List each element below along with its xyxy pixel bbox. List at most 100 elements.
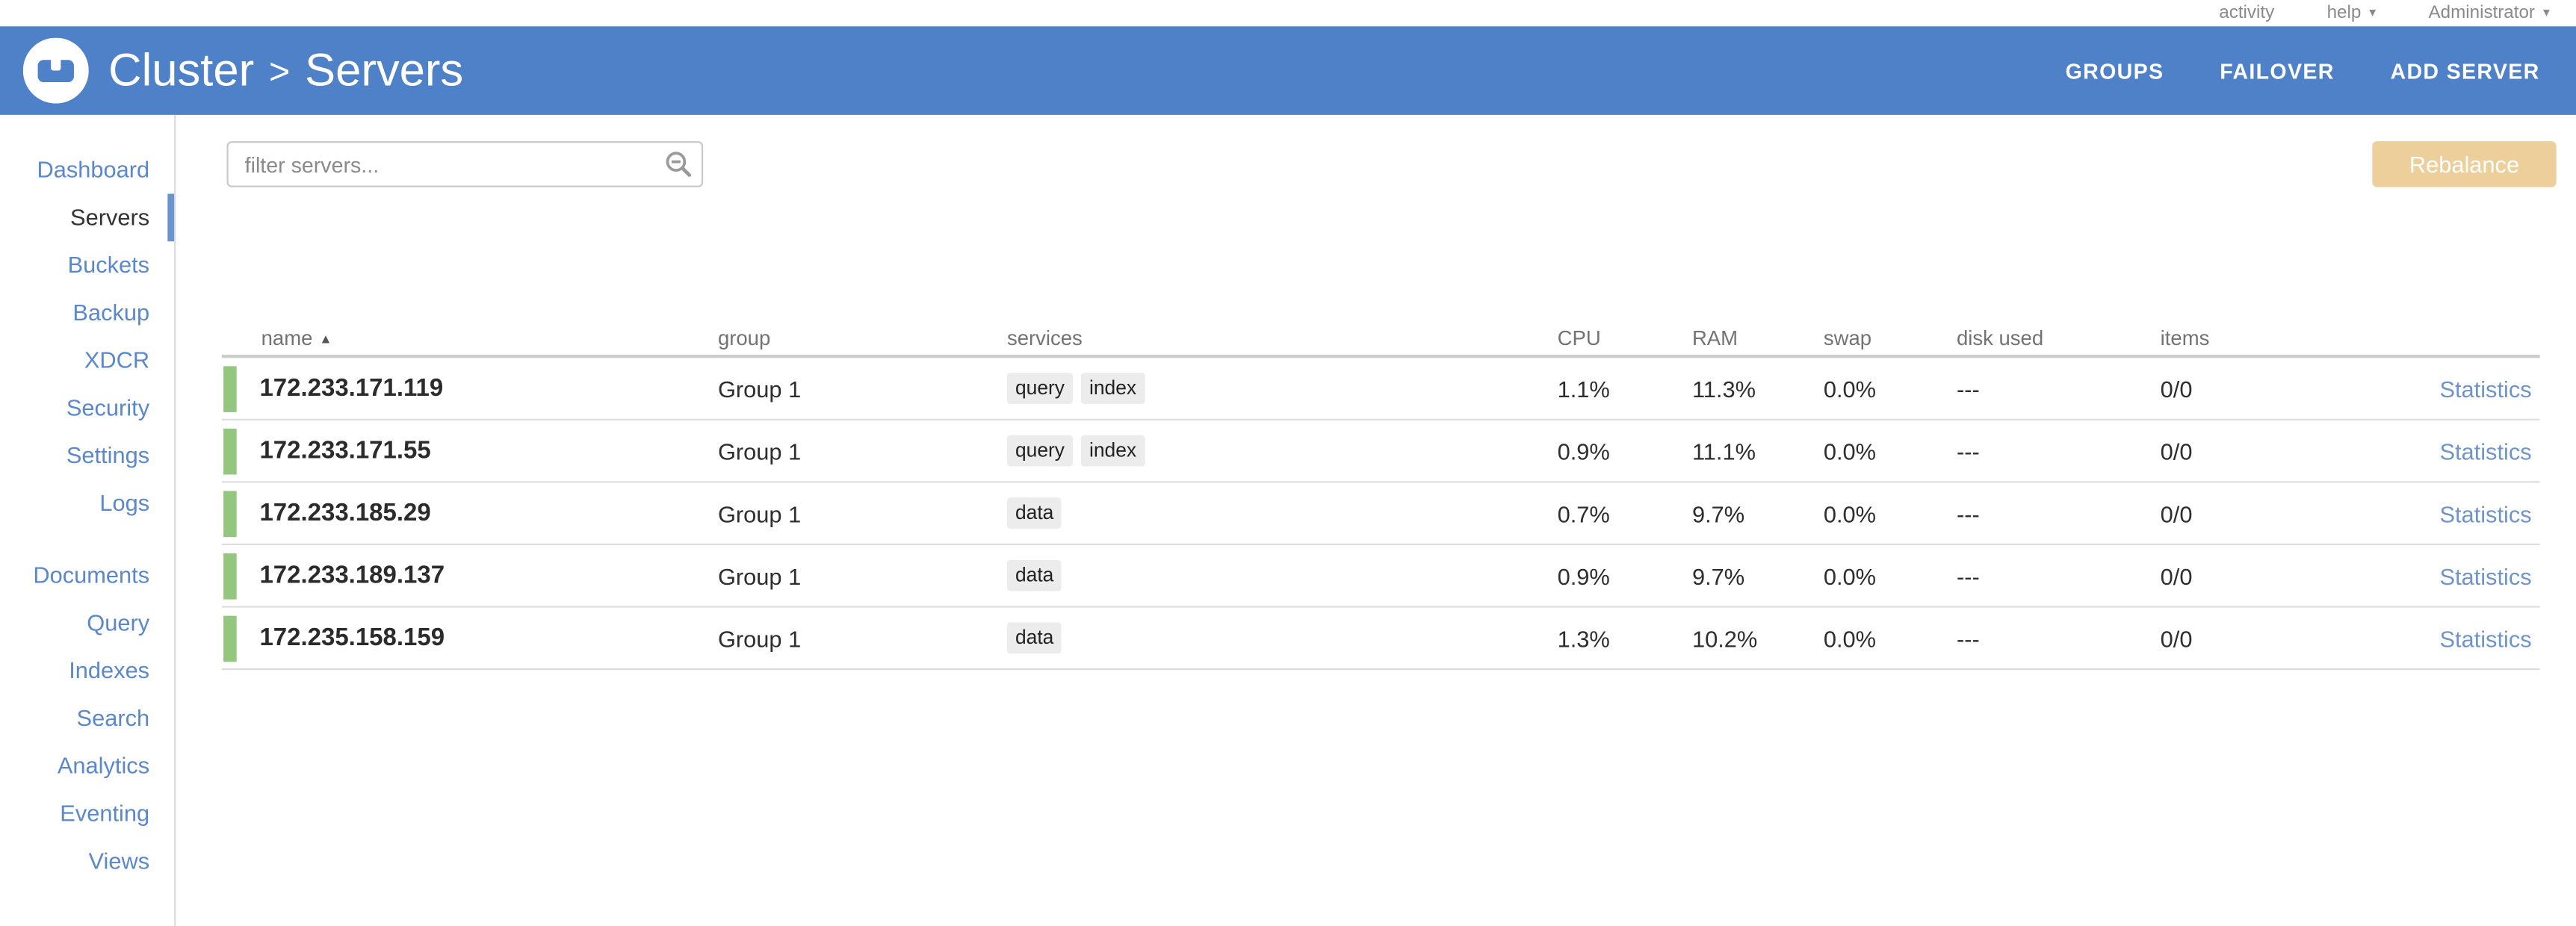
table-row: 172.233.185.29 Group 1 data 0.7% 9.7% 0.0% ---… — [221, 483, 2540, 546]
server-name-cell: 172.233.189.137 — [222, 545, 718, 606]
page-title: Cluster > Servers — [108, 44, 463, 96]
sort-asc-icon: ▲ — [319, 332, 332, 347]
column-header-items[interactable]: items — [2161, 327, 2309, 350]
table-body: 172.233.171.119 Group 1 query index 1.1% 11.3… — [221, 358, 2540, 671]
statistics-cell: Statistics — [2309, 500, 2540, 526]
sidebar-group-1: Dashboard Servers Buckets Backup XDCR Securit… — [0, 146, 175, 527]
sidebar-item-documents[interactable]: Documents — [33, 562, 150, 588]
sidebar-group-2: Documents Query Indexes Search Analytics Even… — [0, 552, 174, 885]
items-value: 0/0 — [2160, 375, 2193, 402]
account-strip: activity help ▾ Administrator ▾ — [0, 0, 2576, 27]
column-header-label: name — [261, 326, 313, 350]
sidebar-item-logs[interactable]: Logs — [99, 489, 150, 516]
groups-button[interactable]: GROUPS — [2065, 58, 2164, 84]
service-badge-data: data — [1006, 497, 1062, 529]
server-services: data — [1006, 497, 1558, 529]
items-value: 0/0 — [2160, 438, 2193, 464]
sidebar-item-eventing[interactable]: Eventing — [60, 799, 150, 827]
column-header-cpu[interactable]: CPU — [1558, 327, 1692, 350]
statistics-link[interactable]: Statistics — [2439, 624, 2532, 651]
service-badge-query: query — [1006, 435, 1074, 467]
topbar-link-activity[interactable]: activity — [2219, 3, 2274, 22]
column-header-services[interactable]: services — [1007, 327, 1558, 350]
server-group: Group 1 — [717, 500, 802, 526]
app-header: Cluster > Servers GROUPS FAILOVER ADD SERV… — [0, 26, 2576, 115]
service-badge-index: index — [1080, 435, 1145, 467]
table-header-row: name ▲ group services CPU RAM swap disk used ite… — [221, 322, 2540, 358]
sidebar-item-analytics[interactable]: Analytics — [57, 752, 150, 779]
server-services: data — [1006, 559, 1558, 592]
topbar-link-label: Administrator — [2428, 3, 2535, 23]
disk-used-value: --- — [1956, 375, 1980, 402]
swap-value: 0.0% — [1823, 438, 1877, 464]
server-health-indicator — [223, 427, 237, 474]
sidebar-item-search[interactable]: Search — [76, 704, 150, 731]
column-header-disk-used[interactable]: disk used — [1957, 327, 2161, 350]
column-header-label: disk used — [1956, 326, 2044, 350]
topbar-link-administrator[interactable]: Administrator ▾ — [2429, 3, 2550, 22]
sidebar-item-dashboard[interactable]: Dashboard — [37, 155, 150, 183]
swap-value: 0.0% — [1823, 562, 1877, 589]
statistics-link[interactable]: Statistics — [2439, 438, 2532, 464]
server-health-indicator — [223, 552, 237, 599]
server-health-indicator — [223, 615, 237, 662]
sidebar-item-buckets[interactable]: Buckets — [67, 251, 150, 278]
breadcrumb-separator: > — [268, 51, 291, 93]
header-nav: GROUPS FAILOVER ADD SERVER — [2066, 58, 2540, 83]
server-name: 172.233.189.137 — [259, 562, 445, 590]
body: Dashboard Servers Buckets Backup XDCR Securit… — [0, 114, 2576, 926]
disk-used-value: --- — [1956, 562, 1980, 589]
topbar-link-help[interactable]: help ▾ — [2327, 3, 2377, 22]
sidebar-item-settings[interactable]: Settings — [66, 441, 150, 468]
column-header-name[interactable]: name ▲ — [222, 327, 718, 350]
caret-down-icon: ▾ — [2542, 4, 2550, 20]
sidebar-item-servers[interactable]: Servers — [0, 193, 175, 242]
statistics-cell: Statistics — [2309, 562, 2540, 588]
server-services: query index — [1006, 435, 1558, 467]
items-value: 0/0 — [2160, 624, 2193, 651]
server-name: 172.233.185.29 — [259, 499, 431, 527]
sidebar-item-xdcr[interactable]: XDCR — [84, 346, 150, 373]
add-server-button[interactable]: ADD SERVER — [2390, 58, 2540, 84]
server-name: 172.233.171.55 — [259, 436, 431, 465]
column-header-label: RAM — [1691, 326, 1739, 350]
column-header-ram[interactable]: RAM — [1692, 327, 1824, 350]
server-group: Group 1 — [717, 438, 802, 464]
server-group: Group 1 — [717, 624, 802, 651]
column-header-label: items — [2160, 326, 2210, 350]
server-name: 172.233.171.119 — [259, 374, 444, 403]
sidebar-item-query[interactable]: Query — [87, 609, 150, 636]
servers-table: name ▲ group services CPU RAM swap disk used ite… — [221, 322, 2540, 671]
column-header-label: services — [1006, 326, 1083, 350]
cpu-value: 1.1% — [1557, 375, 1610, 402]
rebalance-button[interactable]: Rebalance — [2372, 141, 2557, 187]
disk-used-value: --- — [1956, 438, 1980, 464]
statistics-link[interactable]: Statistics — [2439, 562, 2532, 589]
disk-used-value: --- — [1956, 624, 1980, 651]
search-icon — [663, 149, 693, 179]
sidebar: Dashboard Servers Buckets Backup XDCR Securit… — [0, 114, 176, 926]
sidebar-item-indexes[interactable]: Indexes — [69, 656, 150, 683]
topbar-link-label: help — [2326, 3, 2362, 23]
service-badge-query: query — [1006, 372, 1074, 405]
statistics-link[interactable]: Statistics — [2439, 500, 2532, 526]
breadcrumb-cluster: Cluster — [108, 44, 255, 96]
swap-value: 0.0% — [1823, 500, 1877, 526]
column-header-swap[interactable]: swap — [1824, 327, 1957, 350]
sidebar-item-backup[interactable]: Backup — [72, 299, 150, 326]
sidebar-item-views[interactable]: Views — [88, 847, 150, 874]
statistics-cell: Statistics — [2309, 438, 2540, 464]
ram-value: 11.1% — [1691, 438, 1756, 464]
swap-value: 0.0% — [1823, 624, 1877, 651]
sidebar-item-security[interactable]: Security — [66, 394, 150, 420]
column-header-group[interactable]: group — [718, 327, 1007, 350]
items-value: 0/0 — [2160, 562, 2193, 589]
statistics-link[interactable]: Statistics — [2439, 375, 2532, 402]
filter-servers-input[interactable] — [226, 141, 704, 187]
filter-wrap — [226, 141, 704, 187]
server-name: 172.235.158.159 — [259, 624, 445, 652]
server-services: query index — [1006, 372, 1558, 405]
column-header-label: group — [717, 326, 771, 350]
caret-down-icon: ▾ — [2369, 4, 2377, 20]
failover-button[interactable]: FAILOVER — [2220, 58, 2335, 84]
